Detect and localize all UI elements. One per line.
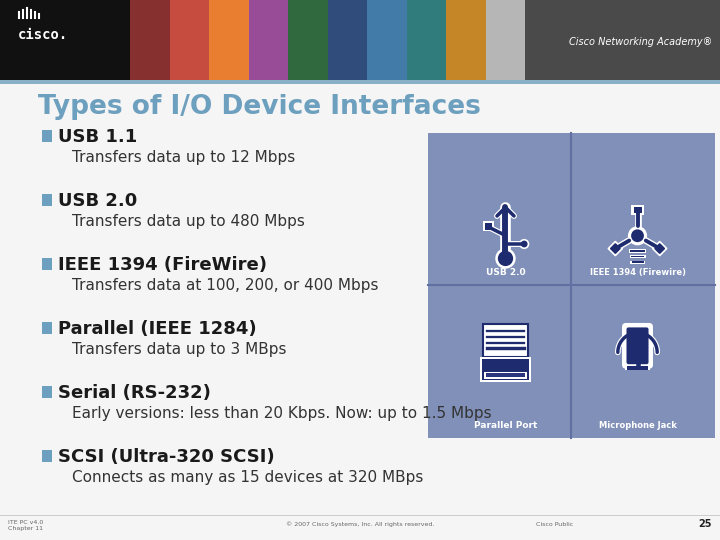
Bar (428, 133, 715, 438)
Text: Serial (RS-232): Serial (RS-232) (58, 384, 211, 402)
Bar (288, 0, 328, 80)
Bar (483, 325, 528, 357)
Text: Transfers data at 100, 200, or 400 Mbps: Transfers data at 100, 200, or 400 Mbps (72, 278, 379, 293)
Bar (42, 130, 52, 142)
Bar (0, 0, 130, 80)
Bar (482, 359, 529, 380)
Bar (446, 0, 485, 80)
Text: Early versions: less than 20 Kbps. Now: up to 1.5 Mbps: Early versions: less than 20 Kbps. Now: … (72, 406, 492, 421)
Bar (486, 373, 525, 377)
Text: IEEE 1394 (FireWire): IEEE 1394 (FireWire) (58, 256, 267, 274)
Bar (631, 261, 644, 263)
Circle shape (521, 241, 528, 247)
Text: cisco.: cisco. (18, 28, 68, 42)
Circle shape (498, 251, 513, 266)
Bar (630, 250, 645, 252)
Bar (525, 0, 720, 80)
Bar (407, 0, 446, 80)
Text: ITE PC v4.0
Chapter 11: ITE PC v4.0 Chapter 11 (8, 520, 43, 531)
Bar (627, 366, 648, 369)
Text: Cisco Public: Cisco Public (536, 522, 573, 526)
Text: USB 1.1: USB 1.1 (58, 128, 138, 146)
Text: Parallel Port: Parallel Port (474, 421, 537, 430)
Text: 25: 25 (698, 519, 712, 529)
Text: USB 2.0: USB 2.0 (58, 192, 138, 210)
Bar (169, 0, 209, 80)
Bar (631, 256, 644, 258)
FancyBboxPatch shape (626, 327, 649, 364)
Bar (0, 80, 720, 84)
Bar (42, 322, 52, 334)
Text: SCSI (Ultra-320 SCSI): SCSI (Ultra-320 SCSI) (58, 448, 274, 466)
FancyBboxPatch shape (622, 323, 653, 369)
Bar (630, 261, 644, 264)
Bar (130, 0, 169, 80)
Bar (631, 205, 644, 215)
Bar (480, 357, 531, 382)
Polygon shape (652, 241, 667, 256)
Bar (42, 386, 52, 398)
Bar (367, 0, 407, 80)
Bar (625, 366, 650, 370)
Text: Transfers data up to 3 MBps: Transfers data up to 3 MBps (72, 342, 287, 357)
Bar (248, 0, 288, 80)
Bar (634, 207, 642, 213)
Text: Microphone Jack: Microphone Jack (598, 421, 677, 430)
Circle shape (628, 226, 647, 245)
Text: © 2007 Cisco Systems, Inc. All rights reserved.: © 2007 Cisco Systems, Inc. All rights re… (286, 521, 434, 527)
Text: IEEE 1394 (Firewire): IEEE 1394 (Firewire) (590, 268, 685, 277)
Bar (485, 222, 492, 230)
Circle shape (631, 230, 644, 242)
Text: USB 2.0: USB 2.0 (486, 268, 526, 277)
Bar (483, 221, 494, 231)
Text: Parallel (IEEE 1284): Parallel (IEEE 1284) (58, 320, 256, 338)
Text: Transfers data up to 12 Mbps: Transfers data up to 12 Mbps (72, 150, 295, 165)
Text: Connects as many as 15 devices at 320 MBps: Connects as many as 15 devices at 320 MB… (72, 470, 423, 485)
Circle shape (519, 239, 529, 249)
Polygon shape (611, 244, 620, 253)
Text: Transfers data up to 480 Mbps: Transfers data up to 480 Mbps (72, 214, 305, 229)
Bar (0, 515, 720, 516)
Bar (629, 249, 647, 253)
Polygon shape (655, 244, 665, 253)
Bar (42, 258, 52, 270)
Bar (42, 194, 52, 206)
Bar (629, 255, 646, 258)
Text: Cisco Networking Academy®: Cisco Networking Academy® (569, 37, 712, 47)
Bar (484, 372, 527, 379)
Circle shape (495, 248, 516, 268)
Bar (209, 0, 248, 80)
Polygon shape (608, 241, 623, 256)
Text: Types of I/O Device Interfaces: Types of I/O Device Interfaces (38, 94, 481, 120)
Bar (485, 0, 525, 80)
Bar (42, 450, 52, 462)
Bar (328, 0, 367, 80)
